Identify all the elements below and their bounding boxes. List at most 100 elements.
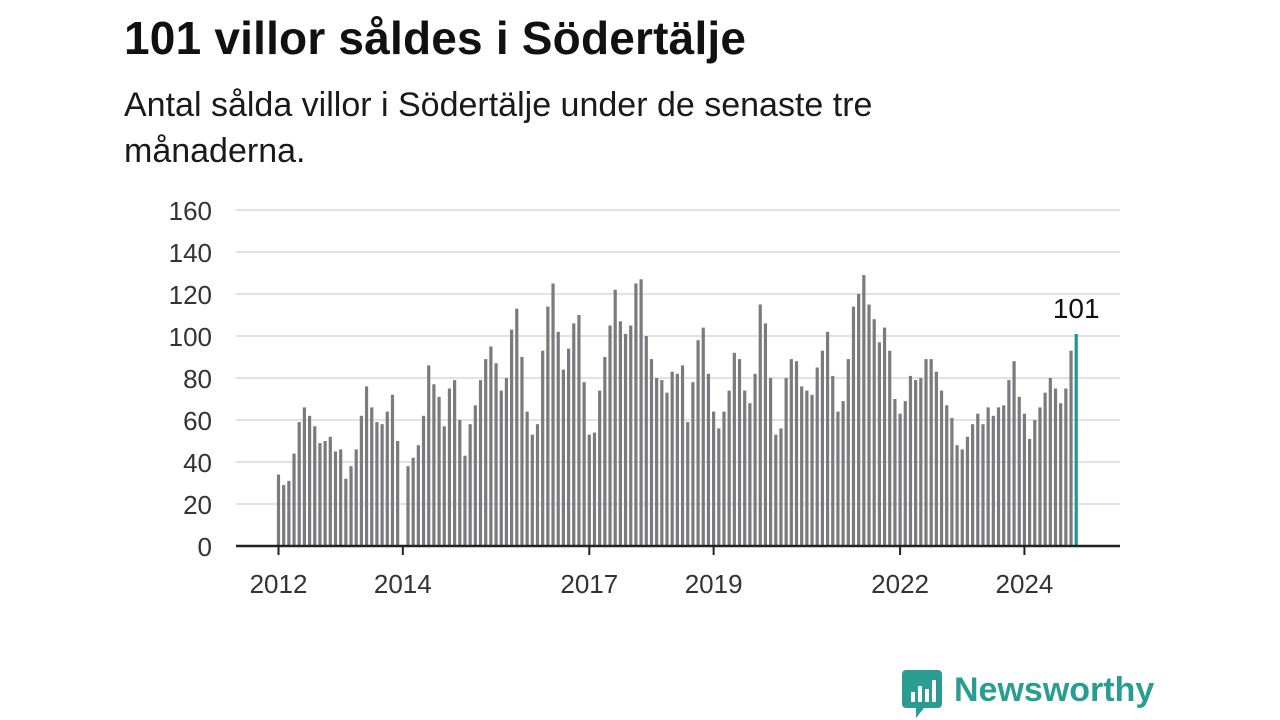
bar bbox=[359, 415, 363, 546]
bar bbox=[276, 474, 281, 546]
bar bbox=[307, 415, 312, 546]
bar bbox=[323, 441, 327, 546]
chart-title: 101 villor såldes i Södertälje bbox=[124, 12, 747, 64]
bar bbox=[1012, 361, 1016, 546]
bar bbox=[675, 373, 679, 546]
bar bbox=[919, 378, 923, 546]
bar bbox=[996, 407, 1001, 546]
bar bbox=[572, 323, 576, 546]
bar-highlight bbox=[1074, 333, 1078, 546]
bar bbox=[691, 382, 695, 546]
bar bbox=[468, 424, 472, 546]
bar bbox=[541, 350, 545, 546]
bar bbox=[396, 441, 400, 546]
bar bbox=[313, 426, 317, 546]
bar bbox=[825, 331, 830, 546]
bar bbox=[903, 401, 907, 546]
bar bbox=[1059, 403, 1063, 546]
bar bbox=[1069, 350, 1073, 546]
bar bbox=[774, 434, 778, 546]
bar bbox=[893, 399, 897, 546]
bar bbox=[991, 415, 995, 546]
bar bbox=[416, 445, 420, 546]
y-tick-label: 20 bbox=[183, 490, 212, 520]
bar bbox=[510, 329, 514, 546]
x-tick-label: 2024 bbox=[995, 569, 1053, 599]
bar bbox=[561, 369, 565, 546]
bar bbox=[453, 380, 457, 546]
bar bbox=[862, 275, 866, 546]
bar bbox=[634, 283, 638, 546]
bar bbox=[789, 359, 793, 546]
bar bbox=[1048, 378, 1052, 546]
bar bbox=[924, 359, 928, 546]
bar bbox=[908, 375, 913, 546]
bar bbox=[945, 405, 949, 546]
bar bbox=[463, 455, 467, 546]
bar bbox=[960, 449, 964, 546]
bar bbox=[287, 480, 291, 546]
x-tick-label: 2012 bbox=[250, 569, 308, 599]
bar bbox=[525, 411, 529, 546]
bar bbox=[737, 359, 742, 546]
bar bbox=[831, 375, 835, 546]
bar bbox=[820, 350, 824, 546]
bar bbox=[706, 373, 711, 546]
bar bbox=[727, 390, 731, 546]
bar bbox=[1017, 396, 1021, 546]
bar bbox=[478, 380, 483, 546]
bar bbox=[712, 411, 716, 546]
bar bbox=[743, 390, 747, 546]
bar bbox=[546, 306, 550, 546]
bar bbox=[577, 315, 581, 546]
bar bbox=[836, 411, 840, 546]
bar bbox=[748, 403, 752, 546]
bar bbox=[696, 340, 700, 546]
bar bbox=[888, 350, 892, 546]
bar bbox=[815, 367, 819, 546]
highlight-value-label: 101 bbox=[1053, 293, 1100, 324]
bar bbox=[608, 325, 612, 546]
bar bbox=[670, 371, 674, 546]
bar bbox=[846, 359, 850, 546]
bar bbox=[447, 388, 452, 546]
y-tick-label: 60 bbox=[183, 406, 212, 436]
bar bbox=[1002, 405, 1006, 546]
bar bbox=[520, 357, 524, 546]
bar bbox=[354, 449, 358, 546]
bar bbox=[603, 357, 607, 546]
bar bbox=[421, 415, 426, 546]
bar bbox=[1043, 392, 1047, 546]
bar bbox=[344, 478, 348, 546]
bar bbox=[800, 386, 804, 546]
bar bbox=[929, 359, 933, 546]
bar bbox=[551, 283, 555, 546]
bar bbox=[784, 378, 788, 546]
bar bbox=[660, 380, 664, 546]
bar bbox=[302, 407, 306, 546]
bar bbox=[950, 417, 954, 546]
bar bbox=[914, 380, 918, 546]
bar bbox=[556, 331, 560, 546]
bar bbox=[898, 413, 902, 546]
bar bbox=[1033, 420, 1037, 546]
bar bbox=[484, 359, 488, 546]
bar bbox=[489, 346, 493, 546]
bar bbox=[939, 390, 944, 546]
bar bbox=[867, 304, 871, 546]
y-tick-label: 120 bbox=[169, 280, 212, 310]
bar bbox=[598, 390, 602, 546]
bar bbox=[515, 308, 519, 546]
bar bbox=[390, 394, 395, 546]
bar bbox=[976, 413, 980, 546]
y-tick-label: 0 bbox=[198, 532, 212, 562]
bar bbox=[297, 422, 301, 546]
newsworthy-logo-icon bbox=[902, 670, 942, 718]
x-tick-label: 2019 bbox=[685, 569, 743, 599]
x-tick-label: 2022 bbox=[871, 569, 929, 599]
bar bbox=[411, 457, 415, 546]
bar bbox=[629, 325, 633, 546]
bar bbox=[587, 434, 591, 546]
y-tick-label: 40 bbox=[183, 448, 212, 478]
bar bbox=[665, 392, 669, 546]
